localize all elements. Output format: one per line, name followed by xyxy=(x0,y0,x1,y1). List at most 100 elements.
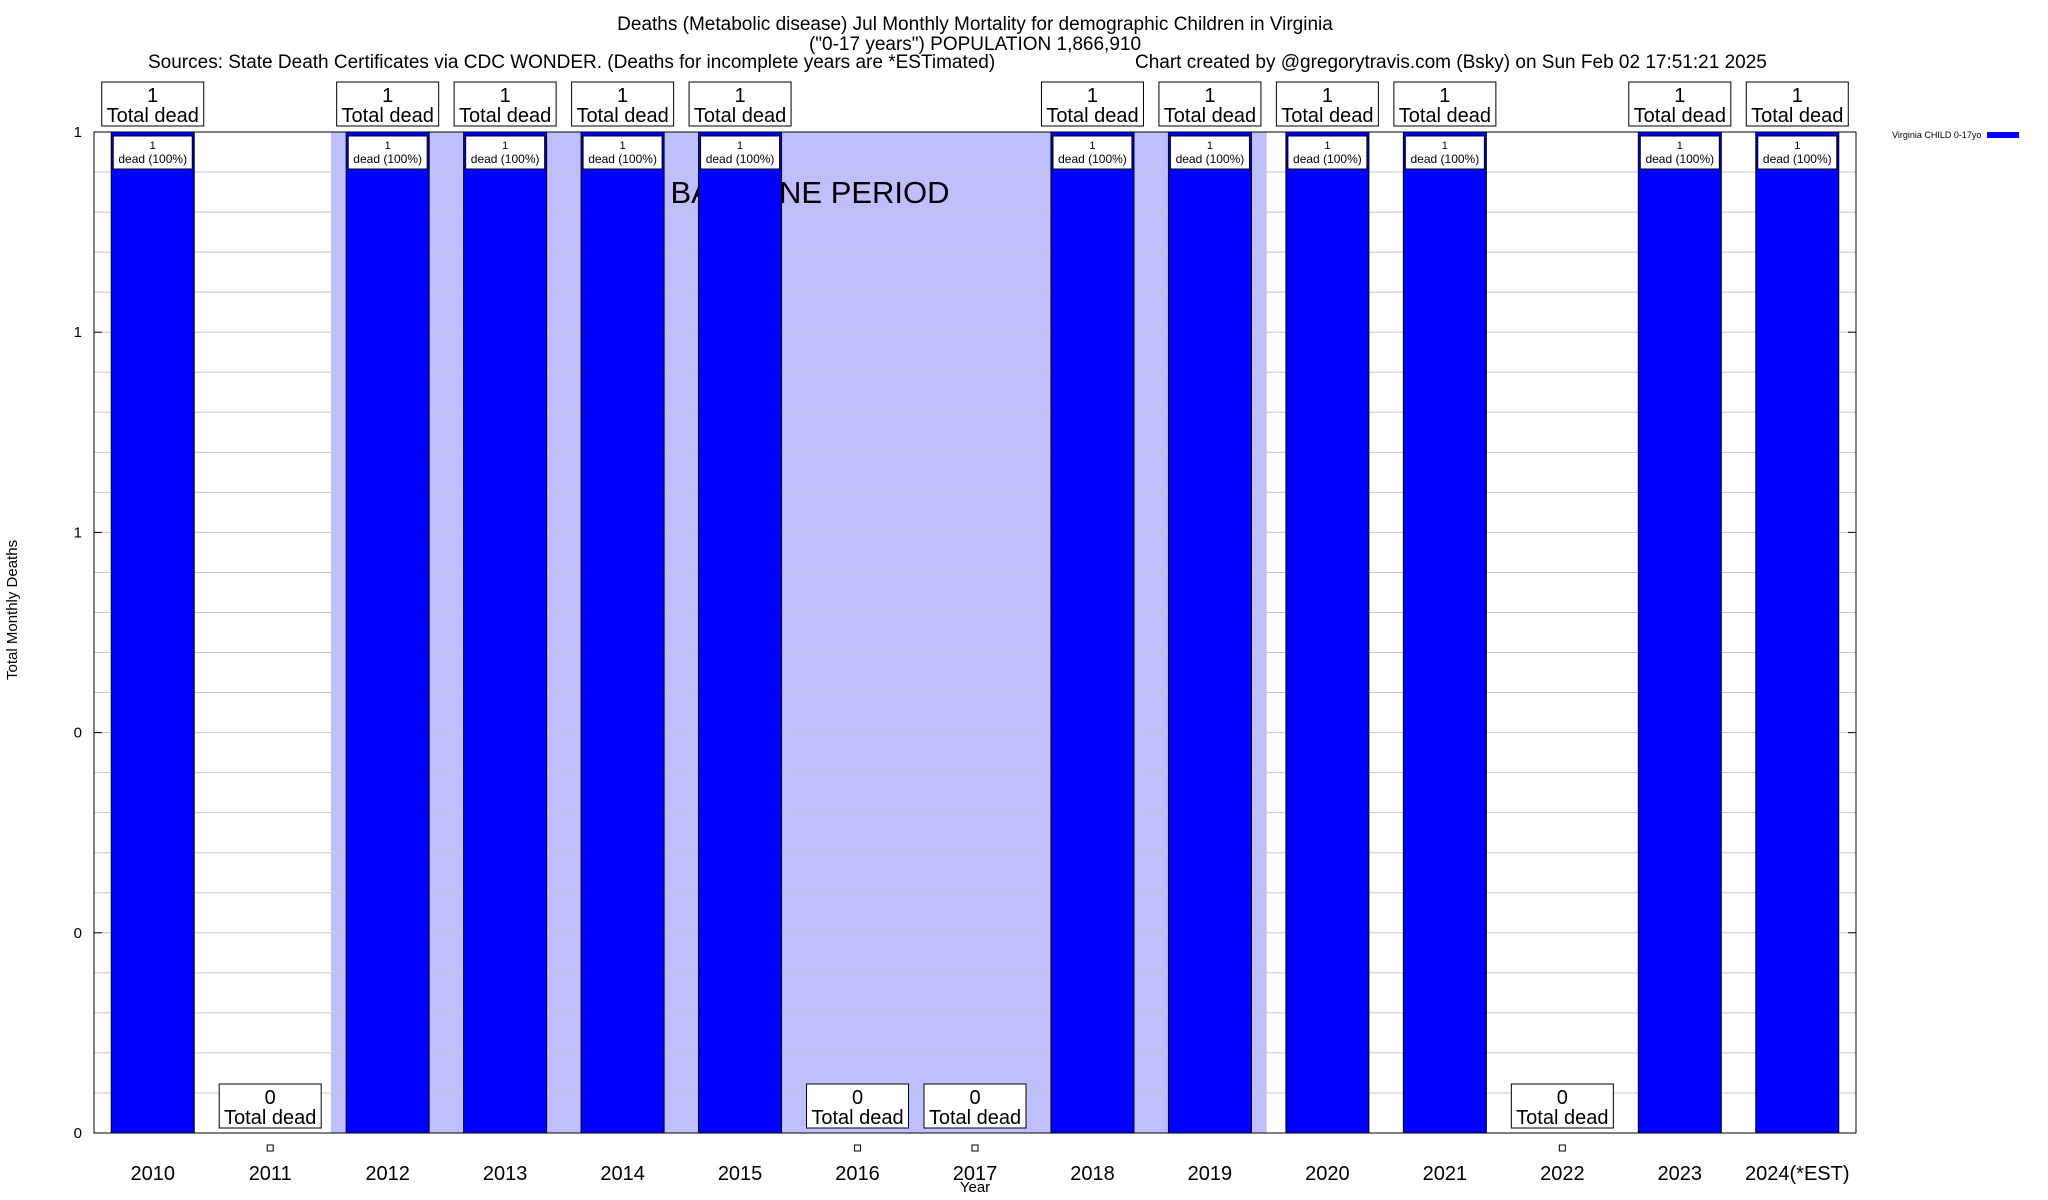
total-label-number: 1 xyxy=(500,85,511,107)
bar-inner-label-box xyxy=(700,135,781,170)
total-label-box xyxy=(101,81,205,127)
x-tick-label: 2012 xyxy=(365,1163,410,1185)
bar xyxy=(345,131,430,1134)
bar-inner-text: dead (100%) xyxy=(1411,152,1480,166)
bar-inner-text: dead (100%) xyxy=(1645,152,1714,166)
zero-bar-marker xyxy=(854,1144,862,1152)
y-tick-label: 0 xyxy=(74,925,82,942)
total-label-box xyxy=(1510,1083,1614,1129)
bar-inner-label-box xyxy=(1639,135,1720,170)
total-label-box xyxy=(1158,81,1262,127)
total-label-number: 1 xyxy=(1087,85,1098,107)
bar-inner-count: 1 xyxy=(150,140,156,152)
total-label-box xyxy=(923,1083,1027,1129)
bar-inner-count: 1 xyxy=(737,140,743,152)
x-tick-label: 2022 xyxy=(1540,1163,1585,1185)
total-label-number: 1 xyxy=(1792,85,1803,107)
bar-inner-label-box xyxy=(1052,135,1133,170)
bar-inner-label-box xyxy=(1757,135,1838,170)
total-label-number: 1 xyxy=(1204,85,1215,107)
chart-credit: Chart created by @gregorytravis.com (Bsk… xyxy=(1135,52,1767,73)
total-label-number: 0 xyxy=(969,1087,980,1109)
bar-inner-count: 1 xyxy=(1089,140,1095,152)
bar xyxy=(1167,131,1252,1134)
bar-inner-count: 1 xyxy=(502,140,508,152)
total-label-box xyxy=(336,81,440,127)
bar-inner-text: dead (100%) xyxy=(118,152,187,166)
total-label-number: 1 xyxy=(617,85,628,107)
bar-inner-count: 1 xyxy=(1442,140,1448,152)
bar-inner-text: dead (100%) xyxy=(353,152,422,166)
total-label-number: 1 xyxy=(1674,85,1685,107)
total-label-text: Total dead xyxy=(1281,105,1373,127)
x-tick-label: 2017 xyxy=(953,1163,998,1185)
x-tick-label: 2019 xyxy=(1188,1163,1233,1185)
y-axis-label: Total Monthly Deaths xyxy=(4,539,21,680)
bar-inner-text: dead (100%) xyxy=(1763,152,1832,166)
total-label-text: Total dead xyxy=(459,105,551,127)
total-label-text: Total dead xyxy=(929,1107,1021,1129)
bar-inner-text: dead (100%) xyxy=(588,152,657,166)
zero-bar-marker xyxy=(971,1144,979,1152)
bar-inner-text: dead (100%) xyxy=(471,152,540,166)
bar-inner-label-box xyxy=(347,135,428,170)
bar-inner-label-box xyxy=(1287,135,1368,170)
total-label-text: Total dead xyxy=(1751,105,1843,127)
x-tick-label: 2021 xyxy=(1423,1163,1468,1185)
bar-inner-label-box xyxy=(1404,135,1485,170)
total-label-text: Total dead xyxy=(694,105,786,127)
bar xyxy=(580,131,665,1134)
bar-inner-text: dead (100%) xyxy=(706,152,775,166)
total-label-text: Total dead xyxy=(224,1107,316,1129)
total-label-text: Total dead xyxy=(811,1107,903,1129)
total-label-number: 1 xyxy=(1322,85,1333,107)
bar-inner-label-box xyxy=(112,135,193,170)
bar xyxy=(1755,131,1840,1134)
bar xyxy=(698,131,783,1134)
bar-inner-count: 1 xyxy=(1207,140,1213,152)
bar-inner-count: 1 xyxy=(1324,140,1330,152)
x-tick-label: 2013 xyxy=(483,1163,528,1185)
legend: Virginia CHILD 0-17yo xyxy=(1892,130,2020,140)
bar-inner-label-box xyxy=(465,135,546,170)
total-label-text: Total dead xyxy=(1516,1107,1608,1129)
bar xyxy=(1285,131,1370,1134)
y-tick-label: 1 xyxy=(74,524,82,541)
bar-inner-text: dead (100%) xyxy=(1176,152,1245,166)
total-label-box xyxy=(218,1083,322,1129)
plot-frame xyxy=(93,131,1857,1134)
total-label-box xyxy=(453,81,557,127)
legend-label: Virginia CHILD 0-17yo xyxy=(1892,130,1982,140)
x-tick-label: 2016 xyxy=(835,1163,880,1185)
total-label-text: Total dead xyxy=(107,105,199,127)
total-label-number: 0 xyxy=(852,1087,863,1109)
bar-inner-count: 1 xyxy=(385,140,391,152)
y-tick-label: 1 xyxy=(74,324,82,341)
total-label-number: 1 xyxy=(735,85,746,107)
bar-inner-count: 1 xyxy=(620,140,626,152)
total-label-number: 0 xyxy=(1557,1087,1568,1109)
x-tick-label: 2011 xyxy=(249,1163,292,1185)
total-label-box xyxy=(1393,81,1497,127)
total-label-box xyxy=(1745,81,1849,127)
zero-bar-marker xyxy=(266,1144,274,1152)
chart-title-line-2: ("0-17 years") POPULATION 1,866,910 xyxy=(808,34,1142,55)
total-label-box xyxy=(1040,81,1144,127)
chart-sources: Sources: State Death Certificates via CD… xyxy=(148,52,996,73)
total-label-box xyxy=(806,1083,910,1129)
total-label-text: Total dead xyxy=(576,105,668,127)
bar xyxy=(1050,131,1135,1134)
chart-title-line-1: Deaths (Metabolic disease) Jul Monthly M… xyxy=(617,14,1333,35)
bar-inner-label-box xyxy=(1169,135,1250,170)
total-label-number: 1 xyxy=(147,85,158,107)
total-label-text: Total dead xyxy=(342,105,434,127)
x-tick-label: 2020 xyxy=(1305,1163,1350,1185)
bar-inner-count: 1 xyxy=(1794,140,1800,152)
total-label-text: Total dead xyxy=(1164,105,1256,127)
bar xyxy=(110,131,195,1134)
zero-bar-marker xyxy=(1558,1144,1566,1152)
y-tick-label: 1 xyxy=(74,124,82,141)
x-tick-label: 2014 xyxy=(600,1163,645,1185)
y-tick-label: 0 xyxy=(74,1125,82,1142)
x-tick-label: 2023 xyxy=(1658,1163,1703,1185)
